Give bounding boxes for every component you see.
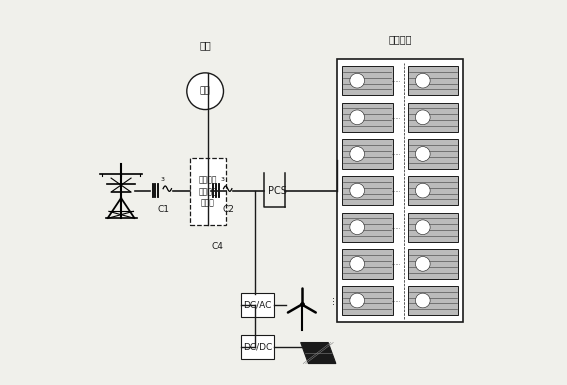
Text: C2: C2 [222, 205, 234, 214]
Circle shape [416, 183, 430, 198]
Bar [408, 139, 458, 169]
Circle shape [350, 110, 365, 125]
Bar [342, 286, 392, 315]
Bar [408, 213, 458, 242]
Text: C4: C4 [212, 241, 224, 251]
Bar [342, 66, 392, 95]
Circle shape [416, 293, 430, 308]
Circle shape [187, 73, 223, 110]
Circle shape [416, 220, 430, 234]
Bar [408, 286, 458, 315]
Bar [337, 59, 463, 323]
Circle shape [416, 73, 430, 88]
Circle shape [350, 147, 365, 161]
Text: ......: ...... [392, 78, 401, 83]
Bar [242, 335, 274, 359]
Circle shape [350, 73, 365, 88]
Text: ......: ...... [392, 261, 401, 266]
Text: ...: ... [326, 295, 336, 304]
Bar [342, 249, 392, 279]
Circle shape [416, 147, 430, 161]
Bar [408, 176, 458, 205]
Text: 用户: 用户 [199, 40, 211, 50]
Text: ......: ...... [392, 115, 401, 120]
Text: 电站内线
路智能切
换装置: 电站内线 路智能切 换装置 [199, 175, 217, 208]
Text: 储能电池: 储能电池 [388, 35, 412, 45]
Text: PCS: PCS [268, 186, 287, 196]
Text: DC/AC: DC/AC [243, 300, 272, 310]
Text: DC/DC: DC/DC [243, 342, 272, 352]
Bar [190, 158, 226, 225]
Text: ......: ...... [392, 298, 401, 303]
Circle shape [350, 220, 365, 234]
Text: ......: ...... [392, 151, 401, 156]
Text: C1: C1 [157, 205, 169, 214]
Text: 3: 3 [160, 177, 164, 182]
Circle shape [350, 256, 365, 271]
Bar [342, 139, 392, 169]
Bar [342, 176, 392, 205]
Polygon shape [301, 343, 336, 363]
Bar [408, 103, 458, 132]
Text: ......: ...... [392, 225, 401, 230]
Bar [342, 213, 392, 242]
Circle shape [416, 110, 430, 125]
Circle shape [350, 183, 365, 198]
Bar [408, 249, 458, 279]
Bar [342, 103, 392, 132]
Bar [408, 66, 458, 95]
Bar [242, 293, 274, 317]
Circle shape [416, 256, 430, 271]
Text: 3: 3 [221, 177, 225, 182]
Text: ......: ...... [392, 188, 401, 193]
Circle shape [350, 293, 365, 308]
Text: 负荷: 负荷 [200, 87, 210, 96]
